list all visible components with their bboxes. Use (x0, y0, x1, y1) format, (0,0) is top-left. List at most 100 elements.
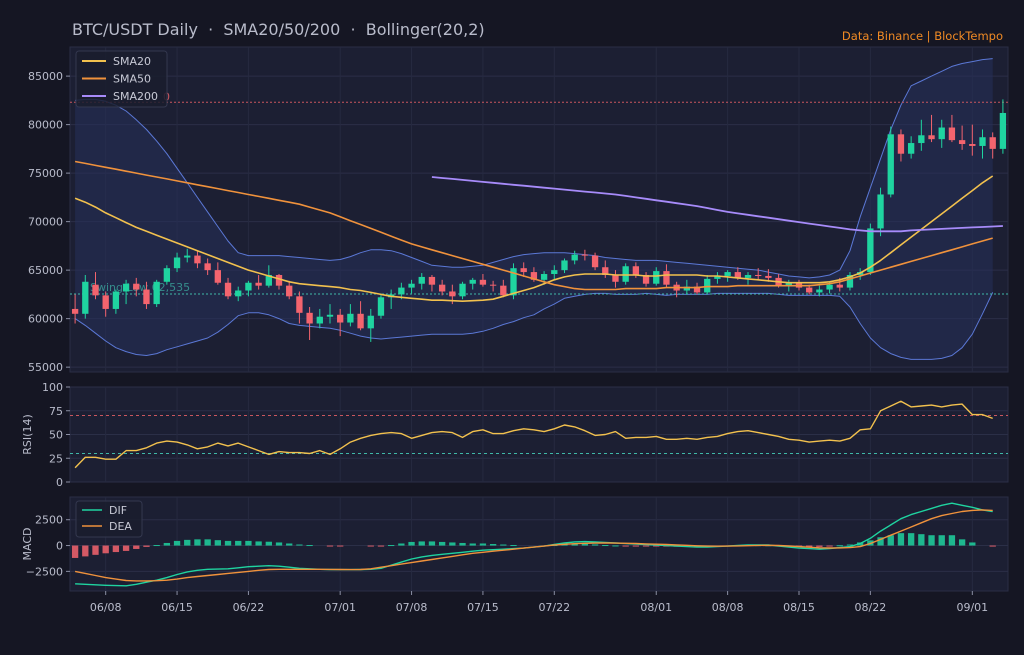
candle-body (337, 314, 344, 323)
candle-body (438, 284, 446, 292)
macd-histogram-bar (428, 541, 436, 546)
candle-body (591, 255, 599, 268)
candle-body (642, 274, 650, 284)
macd-histogram-bar (377, 545, 385, 547)
candle-body (153, 281, 160, 305)
rsi-ytick-label: 100 (42, 381, 63, 394)
sma20-line (74, 175, 994, 303)
candle-body (663, 271, 670, 285)
price-ytick-label: 75000 (28, 167, 63, 180)
macd-histogram-bar (224, 540, 232, 546)
rsi-line (74, 400, 993, 469)
macd-histogram-bar (102, 545, 109, 554)
macd-histogram-bar (82, 545, 89, 557)
candle-body (693, 286, 701, 293)
candle-body (398, 287, 405, 295)
candle-body (275, 274, 283, 286)
rsi-ylabel: RSI(14) (21, 414, 34, 454)
candle-body (520, 268, 527, 273)
rsi-ytick-label: 25 (49, 452, 63, 465)
macd-histogram-bar (194, 539, 201, 546)
macd-histogram-bar (989, 545, 996, 547)
candle-body (530, 272, 538, 280)
candle-body (704, 278, 711, 293)
candle-body (602, 267, 609, 275)
macd-histogram-bar (887, 535, 894, 546)
candle-body (112, 291, 120, 309)
rsi-ytick-label: 0 (56, 476, 63, 489)
macd-ytick-label: 2500 (35, 514, 63, 527)
candle-body (989, 137, 996, 149)
candle-body (571, 254, 578, 261)
candle-body (500, 285, 507, 296)
x-tick-label: 08/01 (640, 601, 672, 614)
macd-histogram-bar (112, 545, 120, 553)
price-ytick-label: 55000 (28, 361, 63, 374)
rsi-ytick-label: 75 (49, 405, 63, 418)
price-ytick-label: 70000 (28, 216, 63, 229)
candle-body (133, 283, 140, 290)
candle-body (306, 312, 313, 324)
macd-histogram-bar (255, 541, 262, 546)
price-panel: 550006000065000700007500080000850000Swin… (28, 46, 1009, 374)
data-source-label: Data: Binance | BlockTempo (842, 29, 1003, 43)
candle-body (581, 254, 589, 256)
candle-body (948, 127, 956, 141)
candle-body (928, 135, 935, 140)
sma50-line (74, 160, 993, 291)
candle-body (653, 271, 660, 284)
macd-histogram-bar (296, 544, 303, 546)
macd-histogram-bar (204, 539, 211, 546)
x-tick-label: 08/22 (855, 601, 887, 614)
macd-histogram-bar (306, 545, 313, 547)
x-axis: 06/08 06/15 06/22 07/01 07/08 07/15 07/22 08/01… (90, 591, 988, 614)
candle-body (377, 297, 385, 316)
candle-body (683, 286, 690, 291)
candle-body (235, 290, 242, 297)
candle-body (734, 272, 741, 278)
candle-body (632, 266, 640, 275)
macd-histogram-bar (122, 545, 130, 551)
macd-histogram-bar (235, 540, 242, 546)
candle-body (846, 274, 854, 288)
candle-body (816, 289, 823, 293)
candle-body (408, 283, 415, 288)
macd-histogram-bar (826, 545, 833, 547)
candle-body (357, 313, 364, 329)
macd-histogram-bar (153, 545, 160, 547)
candle-body (255, 282, 262, 286)
candle-body (867, 228, 874, 273)
price-ytick-label: 80000 (28, 119, 63, 132)
candle-body (326, 314, 334, 317)
candle-body (785, 282, 792, 286)
macd-histogram-bar (489, 544, 497, 546)
x-tick-label: 07/15 (467, 601, 499, 614)
macd-ylabel: MACD (21, 528, 34, 561)
macd-histogram-bar (969, 542, 976, 546)
candle-body (765, 275, 772, 278)
macd-histogram-bar (907, 533, 915, 546)
candle-body (510, 268, 517, 296)
legend-label-sma20: SMA20 (113, 55, 151, 68)
macd-histogram-bar (938, 535, 945, 546)
macd-histogram-bar (846, 544, 854, 546)
macd-histogram-bar (612, 545, 619, 547)
candle-body (551, 270, 558, 275)
candle-body (622, 266, 629, 282)
macd-histogram-bar (326, 545, 334, 547)
candle-body (877, 194, 884, 229)
macd-histogram-bar (275, 542, 283, 546)
macd-ytick-label: 0 (56, 540, 63, 553)
macd-histogram-bar (918, 534, 925, 546)
macd-histogram-bar (71, 545, 79, 558)
macd-legend: DIF DEA (75, 500, 143, 538)
candle-body (296, 296, 303, 313)
candle-body (143, 289, 150, 305)
macd-histogram-bar (449, 542, 456, 546)
candle-body (887, 134, 894, 195)
macd-histogram-bar (510, 545, 517, 547)
macd-histogram-bar (948, 535, 956, 546)
macd-histogram-bar (958, 539, 966, 546)
macd-histogram-bar (806, 545, 813, 547)
